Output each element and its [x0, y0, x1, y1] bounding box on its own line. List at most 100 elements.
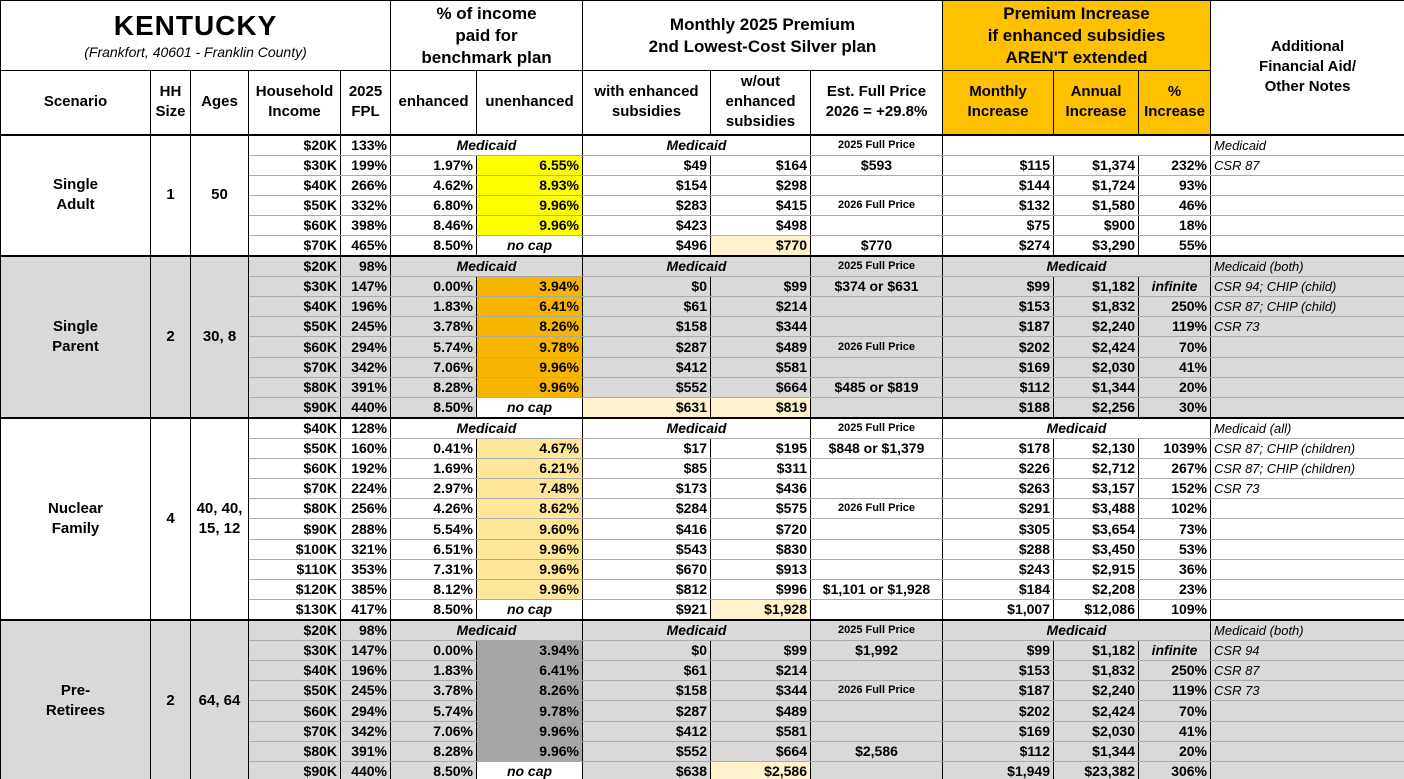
pct-increase: 73%	[1137, 518, 1212, 540]
unenhanced-pct: 4.67%	[476, 437, 583, 460]
enhanced-pct: 3.78%	[390, 680, 477, 702]
unenhanced-pct: 9.78%	[476, 700, 583, 722]
table-row: $30K 199% 1.97% 6.55% $49 $164 $593 $115 $1,374 2…	[1, 154, 1404, 176]
table-row: Nuclear Family 4 40, 40, 15, 12 $40K 128% Medi…	[0, 416, 1404, 621]
table-row: $80K 391% 8.28% 9.96% $552 $664 $485 or $819 $1…	[1, 376, 1404, 398]
note: CSR 94; CHIP (child)	[1210, 276, 1404, 298]
text-line: 2nd Lowest-Cost Silver plan	[648, 36, 877, 56]
text-line: w/out	[740, 73, 781, 91]
table-row: $60K 398% 8.46% 9.96% $423 $498 $75 $900 18%	[1, 214, 1404, 237]
fpl: 199%	[340, 154, 391, 176]
monthly-increase: $288	[942, 538, 1054, 560]
premium-without: $99	[710, 640, 811, 662]
premium-with: $49	[582, 154, 711, 176]
scenario: Pre- Retirees	[0, 619, 151, 779]
unenhanced-pct: 7.48%	[476, 478, 583, 500]
premium-with: $61	[582, 296, 711, 318]
full-price: 2026 Full Price	[810, 336, 943, 358]
premium-without: $195	[710, 437, 811, 460]
premium-without: $1,928	[710, 599, 811, 621]
note	[1210, 760, 1404, 779]
benchmark-medicaid: Medicaid	[390, 619, 583, 642]
fpl: 147%	[340, 640, 391, 662]
premium-medicaid: Medicaid	[582, 255, 811, 278]
subtitle: (Frankfort, 40601 - Franklin County)	[84, 43, 307, 60]
scenario: Single Parent	[0, 255, 151, 419]
premium-with: $154	[582, 174, 711, 196]
pct-increase: 250%	[1137, 660, 1212, 682]
note	[1210, 356, 1404, 378]
pct-increase: 30%	[1137, 396, 1212, 419]
text-line: % of income	[436, 3, 537, 23]
annual-increase: $2,208	[1053, 578, 1139, 601]
income: $20K	[248, 619, 341, 642]
full-price: $1,992	[810, 640, 943, 662]
table-body: Single Adult 1 50 $20K 133% Medicaid Medicaid 20…	[0, 133, 1404, 779]
full-price	[810, 660, 943, 682]
fpl: 133%	[340, 133, 391, 156]
pct-increase: 250%	[1137, 296, 1212, 318]
pct-increase: 53%	[1137, 538, 1212, 560]
scenario: Nuclear Family	[0, 416, 151, 621]
unenhanced-pct: 9.96%	[476, 214, 583, 237]
table-row: $90K 440% 8.50% no cap $638 $2,586 $1,949 $23,3…	[1, 760, 1404, 779]
table-row: $100K 321% 6.51% 9.96% $543 $830 $288 $3,450 53%	[1, 538, 1404, 560]
text-line: Single	[52, 176, 98, 194]
note	[1210, 194, 1404, 216]
enhanced-pct: 4.62%	[390, 174, 477, 196]
pct-increase: 20%	[1137, 740, 1212, 762]
monthly-increase: $243	[942, 558, 1054, 580]
unenhanced-pct: 9.96%	[476, 194, 583, 216]
premium-without: $489	[710, 336, 811, 358]
ages: 64, 64	[190, 619, 249, 779]
pct-increase: 119%	[1137, 680, 1212, 702]
note	[1210, 235, 1404, 257]
enhanced-pct: 2.97%	[390, 478, 477, 500]
monthly-increase: $202	[942, 700, 1054, 722]
pct-increase: infinite	[1137, 640, 1212, 662]
increase-medicaid: Medicaid	[941, 255, 1212, 278]
table-row: $90K 288% 5.54% 9.60% $416 $720 $305 $3,654 73%	[1, 518, 1404, 540]
unenhanced-pct: no cap	[476, 396, 583, 419]
full-price	[810, 518, 943, 540]
table-row: $70K 224% 2.97% 7.48% $173 $436 $263 $3,157 152%…	[1, 478, 1404, 500]
enhanced-pct: 6.51%	[390, 538, 477, 560]
income: $100K	[248, 538, 341, 560]
table-row: Pre- Retirees 2 64, 64 $20K 98% Medicaid Medica…	[0, 619, 1404, 779]
annual-increase: $2,915	[1053, 558, 1139, 580]
table-row: $40K 196% 1.83% 6.41% $61 $214 $153 $1,832 250% C…	[1, 296, 1404, 318]
premium-without: $415	[710, 194, 811, 216]
premium-with: $0	[582, 640, 711, 662]
text-line: Increase	[1144, 103, 1205, 121]
premium-medicaid: Medicaid	[582, 416, 811, 439]
col-enhanced: enhanced	[390, 70, 477, 135]
note: CSR 73	[1210, 478, 1404, 500]
annual-increase: $1,182	[1053, 276, 1139, 298]
unenhanced-pct: 9.96%	[476, 538, 583, 560]
premium-with: $61	[582, 660, 711, 682]
fpl: 353%	[340, 558, 391, 580]
full-price	[810, 720, 943, 742]
pct-increase: 36%	[1137, 558, 1212, 580]
fpl: 98%	[340, 255, 391, 278]
monthly-increase: $291	[942, 498, 1054, 520]
full-price	[810, 174, 943, 196]
col-with: with enhanced subsidies	[582, 70, 711, 135]
unenhanced-pct: 8.26%	[476, 680, 583, 702]
annual-increase: $3,157	[1053, 478, 1139, 500]
pct-increase: 152%	[1137, 478, 1212, 500]
text-line: Family	[51, 519, 100, 537]
monthly-increase: $178	[942, 437, 1054, 460]
unenhanced-pct: 9.96%	[476, 740, 583, 762]
pct-increase: 306%	[1137, 760, 1212, 779]
unenhanced-pct: no cap	[476, 235, 583, 257]
text-line: Retirees	[45, 702, 106, 720]
enhanced-pct: 0.00%	[390, 276, 477, 298]
premium-with: $17	[582, 437, 711, 460]
premium-with: $638	[582, 760, 711, 779]
income: $20K	[248, 255, 341, 278]
monthly-increase: $1,007	[942, 599, 1054, 621]
note	[1210, 700, 1404, 722]
table-row: Single Adult 1 50 $20K 133% Medicaid Medicaid 20…	[0, 133, 1404, 257]
note	[1210, 599, 1404, 621]
